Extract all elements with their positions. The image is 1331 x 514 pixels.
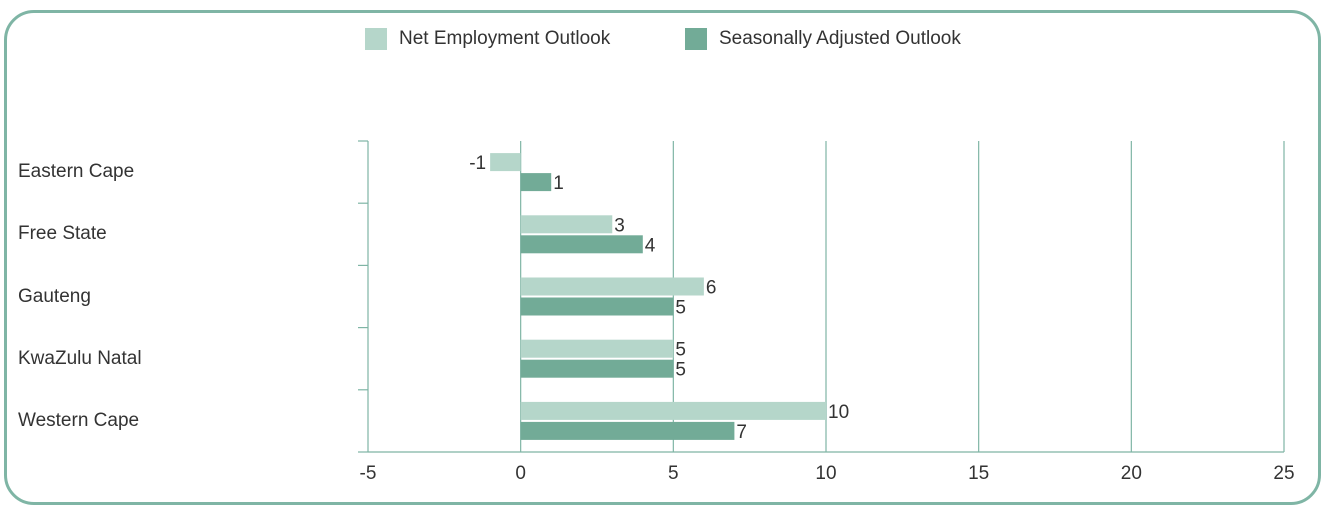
bar-western-cape-net-employment-outlook — [520, 401, 826, 420]
bar-eastern-cape-net-employment-outlook — [490, 153, 521, 172]
data-label-kwazulu-natal-seasonally-adjusted-outlook: 5 — [675, 360, 686, 381]
bar-eastern-cape-seasonally-adjusted-outlook — [520, 173, 552, 192]
data-label-kwazulu-natal-net-employment-outlook: 5 — [675, 340, 686, 361]
x-tick-label: 20 — [1121, 463, 1142, 484]
x-tick-label: -5 — [360, 463, 377, 484]
bar-kwazulu-natal-net-employment-outlook — [520, 339, 674, 358]
data-label-free-state-seasonally-adjusted-outlook: 4 — [645, 235, 656, 256]
bar-free-state-net-employment-outlook — [520, 215, 613, 234]
legend-swatch-seasonally-adjusted-outlook — [685, 28, 707, 50]
bar-kwazulu-natal-seasonally-adjusted-outlook — [520, 359, 674, 378]
data-label-eastern-cape-seasonally-adjusted-outlook: 1 — [553, 173, 564, 194]
category-label-eastern-cape: Eastern Cape — [18, 161, 135, 183]
category-label-gauteng: Gauteng — [18, 285, 91, 307]
legend-item-seasonally-adjusted-outlook: Seasonally Adjusted Outlook — [685, 28, 961, 50]
chart-frame — [4, 10, 1321, 505]
category-label-western-cape: Western Cape — [18, 409, 140, 431]
data-label-free-state-net-employment-outlook: 3 — [614, 215, 625, 236]
bar-gauteng-seasonally-adjusted-outlook — [520, 297, 674, 316]
data-label-western-cape-net-employment-outlook: 10 — [828, 402, 849, 423]
bar-free-state-seasonally-adjusted-outlook — [520, 235, 643, 254]
x-tick-label: 10 — [815, 463, 836, 484]
chart-legend: Net Employment Outlook Seasonally Adjust… — [0, 28, 1331, 58]
x-tick-label: 5 — [668, 463, 679, 484]
data-label-western-cape-seasonally-adjusted-outlook: 7 — [736, 422, 747, 443]
legend-label-seasonally-adjusted-outlook: Seasonally Adjusted Outlook — [719, 28, 961, 49]
category-label-kwazulu-natal: KwaZulu Natal — [18, 347, 142, 369]
data-label-gauteng-net-employment-outlook: 6 — [706, 278, 717, 299]
x-tick-label: 25 — [1273, 463, 1294, 484]
data-label-eastern-cape-net-employment-outlook: -1 — [469, 153, 486, 174]
bar-western-cape-seasonally-adjusted-outlook — [520, 421, 735, 440]
legend-label-net-employment-outlook: Net Employment Outlook — [399, 28, 611, 49]
x-tick-label: 0 — [515, 463, 526, 484]
data-label-gauteng-seasonally-adjusted-outlook: 5 — [675, 298, 686, 319]
x-tick-label: 15 — [968, 463, 989, 484]
bar-gauteng-net-employment-outlook — [520, 277, 704, 296]
category-label-free-state: Free State — [18, 223, 107, 245]
legend-swatch-net-employment-outlook — [365, 28, 387, 50]
legend-item-net-employment-outlook: Net Employment Outlook — [365, 28, 610, 50]
